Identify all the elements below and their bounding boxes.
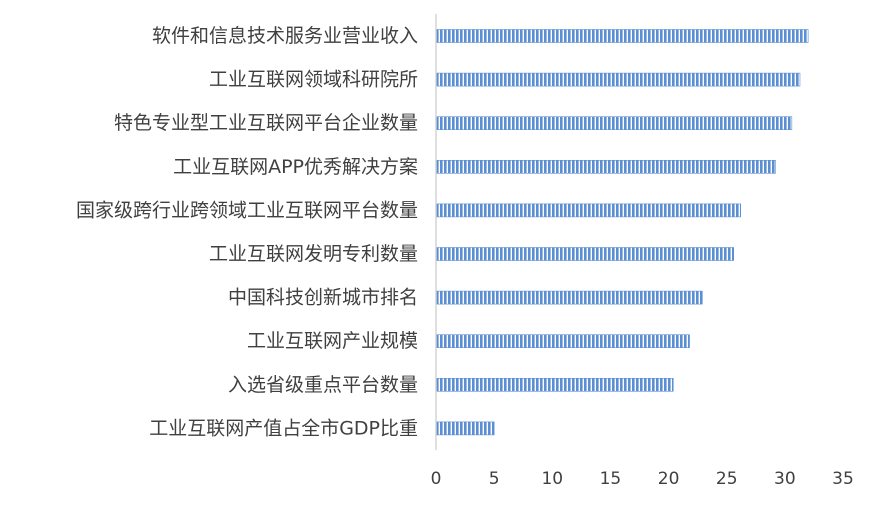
bar [436, 203, 741, 218]
x-tick-label: 35 [832, 469, 854, 489]
bar [436, 29, 809, 43]
category-label: 工业互联网产业规模 [247, 330, 418, 352]
bar [436, 334, 690, 349]
x-axis-ticks: 0 5 10 15 20 25 30 35 [431, 469, 854, 489]
category-label: 软件和信息技术服务业营业收入 [152, 25, 418, 47]
category-label: 工业互联网产值占全市GDP比重 [149, 417, 418, 439]
category-label: 工业互联网发明专利数量 [209, 243, 418, 265]
category-label: 工业互联网APP优秀解决方案 [173, 156, 418, 178]
x-tick-label: 5 [489, 469, 500, 489]
x-tick-label: 25 [716, 469, 738, 489]
bar [436, 160, 776, 174]
x-tick-label: 15 [600, 469, 622, 489]
x-tick-label: 10 [541, 469, 563, 489]
bars-group [436, 29, 809, 436]
bar [436, 290, 703, 305]
x-tick-label: 20 [658, 469, 680, 489]
category-labels: 软件和信息技术服务业营业收入工业互联网领域科研院所特色专业型工业互联网平台企业数… [76, 25, 418, 439]
bar [436, 116, 793, 130]
x-tick-label: 30 [774, 469, 796, 489]
bar [436, 377, 674, 392]
bar [436, 421, 495, 436]
category-label: 国家级跨行业跨领域工业互联网平台数量 [76, 199, 418, 221]
x-tick-label: 0 [431, 469, 442, 489]
bar [436, 247, 734, 261]
category-label: 入选省级重点平台数量 [228, 374, 418, 396]
category-label: 工业互联网领域科研院所 [209, 69, 418, 91]
bar [436, 72, 801, 87]
category-label: 特色专业型工业互联网平台企业数量 [114, 112, 418, 134]
category-label: 中国科技创新城市排名 [228, 287, 418, 309]
